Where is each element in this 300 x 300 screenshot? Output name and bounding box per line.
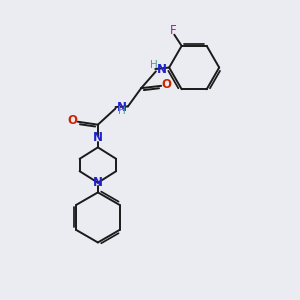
Text: F: F <box>169 24 176 37</box>
Text: H: H <box>150 61 158 70</box>
Text: N: N <box>93 176 103 189</box>
Text: N: N <box>157 62 166 76</box>
Text: H: H <box>118 106 125 116</box>
Text: O: O <box>161 78 172 91</box>
Text: N: N <box>93 131 103 144</box>
Text: N: N <box>117 100 127 113</box>
Text: O: O <box>68 114 78 127</box>
